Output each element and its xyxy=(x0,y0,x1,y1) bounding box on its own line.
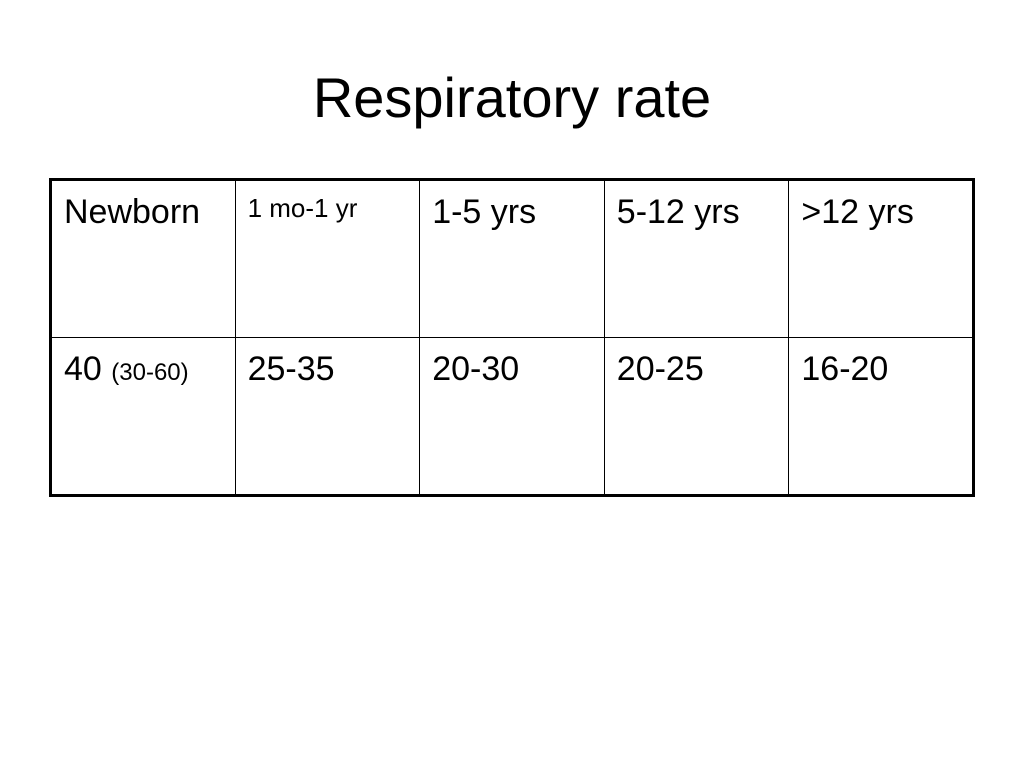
value-cell-over-12yrs: 16-20 xyxy=(788,337,974,496)
slide-title: Respiratory rate xyxy=(312,66,712,129)
table-header-row: Newborn 1 mo-1 yr 1-5 yrs 5-12 yrs >12 y… xyxy=(50,179,974,338)
newborn-rate-value: 40 xyxy=(64,350,102,388)
header-cell-1-5yrs: 1-5 yrs xyxy=(419,179,605,338)
header-cell-5-12yrs: 5-12 yrs xyxy=(603,179,790,338)
table-row: 40 (30-60) 25-35 20-30 20-25 16-20 xyxy=(50,337,974,496)
header-cell-1mo-1yr: 1 mo-1 yr xyxy=(234,179,421,338)
value-cell-1-5yrs: 20-30 xyxy=(419,337,605,496)
newborn-rate-range: (30-60) xyxy=(111,359,189,386)
header-cell-over-12yrs: >12 yrs xyxy=(788,179,974,338)
value-cell-1mo-1yr: 25-35 xyxy=(234,337,421,496)
value-cell-newborn: 40 (30-60) xyxy=(50,337,236,496)
respiratory-rate-table: Newborn 1 mo-1 yr 1-5 yrs 5-12 yrs >12 y… xyxy=(49,178,975,497)
header-cell-newborn: Newborn xyxy=(50,179,236,338)
value-cell-5-12yrs: 20-25 xyxy=(603,337,790,496)
